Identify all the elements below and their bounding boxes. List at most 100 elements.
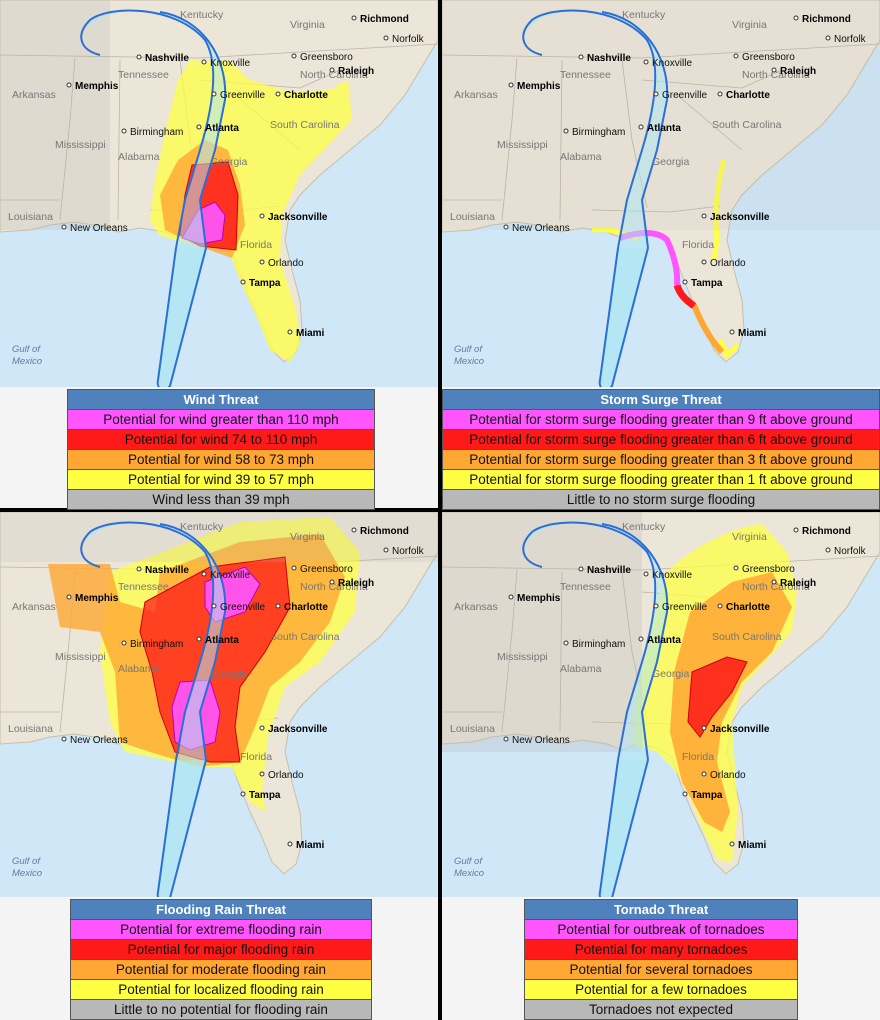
- city-label: Charlotte: [726, 602, 770, 613]
- state-label: Alabama: [560, 151, 602, 163]
- city-marker: [717, 91, 723, 97]
- forecast-cone-lower: [156, 247, 207, 387]
- city-label: Miami: [296, 328, 325, 339]
- horizontal-divider: [0, 508, 880, 512]
- city-label: Knoxville: [652, 570, 692, 581]
- legend-item: Potential for many tornadoes: [525, 940, 797, 960]
- city-label: Charlotte: [726, 90, 770, 101]
- city-label: Orlando: [710, 258, 746, 269]
- flooding-rain-map: Kentucky Virginia Tennessee North Carolina A…: [0, 512, 438, 897]
- city-marker: [653, 91, 659, 97]
- state-label: Kentucky: [622, 9, 666, 21]
- state-label: Virginia: [290, 531, 325, 543]
- city-marker: [275, 603, 281, 609]
- forecast-cone-lower: [156, 759, 207, 897]
- city-marker: [136, 54, 142, 60]
- city-marker: [508, 594, 514, 600]
- city-marker: [291, 565, 297, 571]
- legend-item: Potential for localized flooding rain: [71, 980, 371, 1000]
- city-label: Memphis: [75, 593, 119, 604]
- city-marker: [201, 571, 207, 577]
- city-marker: [643, 571, 649, 577]
- state-label: Kentucky: [180, 521, 224, 533]
- city-label: Raleigh: [338, 578, 374, 589]
- city-label: Greenville: [220, 602, 265, 613]
- city-marker: [653, 603, 659, 609]
- legend-item: Little to no storm surge flooding: [443, 490, 879, 509]
- flooding-rain-legend: Flooding Rain Threat Potential for extre…: [70, 899, 372, 1020]
- city-marker: [825, 547, 831, 553]
- city-marker: [275, 91, 281, 97]
- wind-threat-panel: Kentucky Virginia Tennessee North Carolina A…: [0, 0, 438, 510]
- gulf-label: Mexico: [454, 868, 484, 879]
- surge-zone-1ft: [711, 159, 727, 261]
- city-marker: [211, 603, 217, 609]
- state-label: Kentucky: [622, 521, 666, 533]
- city-marker: [259, 725, 265, 731]
- state-label: South Carolina: [270, 631, 340, 643]
- state-label: Mississippi: [55, 139, 106, 151]
- state-label: Louisiana: [450, 723, 495, 735]
- city-label: Greenville: [220, 90, 265, 101]
- wind-zone-39-57: [150, 60, 352, 362]
- city-marker: [771, 67, 777, 73]
- wind-threat-map: Kentucky Virginia Tennessee North Carolina A…: [0, 0, 438, 387]
- legend-title: Wind Threat: [68, 390, 374, 410]
- state-label: Tennessee: [560, 581, 611, 593]
- state-label: Alabama: [118, 151, 160, 163]
- city-marker: [121, 640, 127, 646]
- city-marker: [717, 603, 723, 609]
- legend-title: Flooding Rain Threat: [71, 900, 371, 920]
- storm-surge-panel: Kentucky Virginia Tennessee North Carolina A…: [442, 0, 880, 510]
- city-label: Norfolk: [392, 546, 425, 557]
- legend-item: Tornadoes not expected: [525, 1000, 797, 1019]
- city-marker: [351, 527, 357, 533]
- city-marker: [196, 124, 202, 130]
- city-label: New Orleans: [512, 735, 570, 746]
- city-marker: [729, 329, 735, 335]
- state-label: Louisiana: [450, 211, 495, 223]
- city-marker: [383, 547, 389, 553]
- legend-title: Storm Surge Threat: [443, 390, 879, 410]
- tornado-zone-several: [670, 572, 792, 832]
- gulf-label: Gulf of: [12, 344, 41, 355]
- city-label: Greensboro: [300, 52, 353, 63]
- city-label: Greenville: [662, 90, 707, 101]
- city-marker: [563, 640, 569, 646]
- city-marker: [121, 128, 127, 134]
- state-label: Louisiana: [8, 723, 53, 735]
- legend-item: Potential for several tornadoes: [525, 960, 797, 980]
- city-label: Jacksonville: [268, 724, 328, 735]
- state-label: Louisiana: [8, 211, 53, 223]
- city-label: Knoxville: [210, 570, 250, 581]
- city-label: Norfolk: [392, 34, 425, 45]
- city-marker: [682, 279, 688, 285]
- state-label: Kentucky: [180, 9, 224, 21]
- forecast-cone-outline: [80, 9, 215, 249]
- tornado-legend: Tornado Threat Potential for outbreak of…: [524, 899, 798, 1020]
- city-label: Norfolk: [834, 34, 867, 45]
- city-label: Memphis: [517, 81, 561, 92]
- state-label: Virginia: [732, 531, 767, 543]
- city-label: Birmingham: [130, 127, 183, 138]
- city-label: Tampa: [691, 278, 723, 289]
- city-marker: [66, 594, 72, 600]
- city-label: Tampa: [249, 790, 281, 801]
- city-label: Tampa: [249, 278, 281, 289]
- state-boundary: [0, 43, 438, 59]
- city-label: Nashville: [587, 53, 631, 64]
- city-label: Charlotte: [284, 90, 328, 101]
- city-marker: [701, 725, 707, 731]
- city-label: Jacksonville: [710, 724, 770, 735]
- legend-item: Wind less than 39 mph: [68, 490, 374, 509]
- city-marker: [729, 841, 735, 847]
- city-marker: [61, 224, 67, 230]
- city-label: Knoxville: [652, 58, 692, 69]
- city-label: Birmingham: [572, 639, 625, 650]
- city-marker: [638, 636, 644, 642]
- city-marker: [66, 82, 72, 88]
- city-marker: [503, 224, 509, 230]
- state-boundary: [559, 571, 563, 733]
- city-label: Richmond: [802, 14, 851, 25]
- land-area: [442, 0, 880, 363]
